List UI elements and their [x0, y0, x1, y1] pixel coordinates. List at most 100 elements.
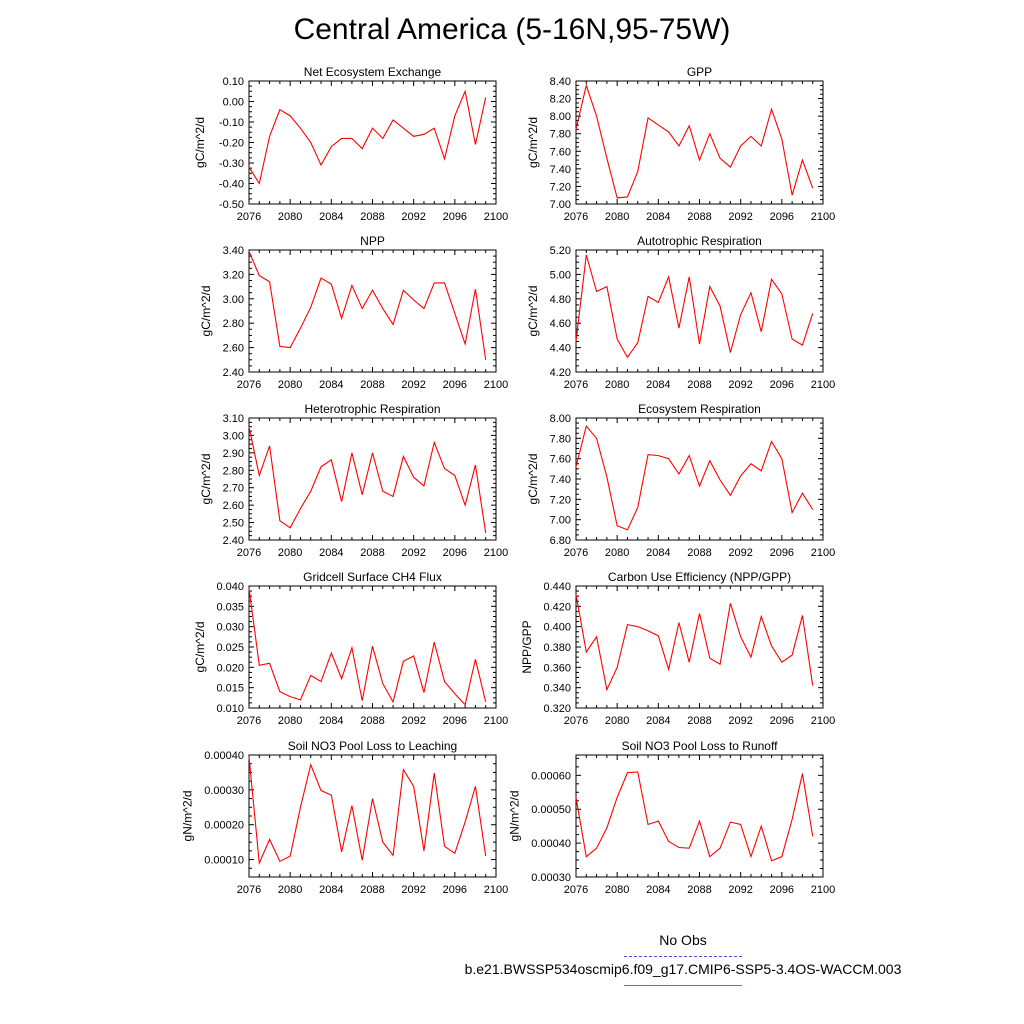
panel-2-xtick-label: 2092 — [728, 211, 752, 223]
panel-8-data-point — [708, 657, 711, 660]
panel-5-data-point — [464, 504, 467, 507]
panel-7-data-point — [474, 658, 477, 661]
legend-obs-line-swatch — [624, 956, 742, 957]
panel-3-data-point — [350, 284, 353, 287]
panel-5-ylabel: gC/m^2/d — [199, 454, 213, 505]
panel-1-data-point — [474, 143, 477, 146]
panel-5-data-point — [474, 464, 477, 467]
panel-10-data-point — [739, 823, 742, 826]
panel-4-xtick-label: 2100 — [811, 379, 835, 391]
panel-3-data-point — [258, 274, 261, 277]
panel-4-data-point — [719, 305, 722, 308]
panel-10-xtick-label: 2096 — [770, 884, 794, 896]
panel-1-data-point — [381, 137, 384, 140]
panel-2-data-point — [729, 166, 732, 169]
panel-3-data-point — [330, 283, 333, 286]
panel-3-data-point — [484, 358, 487, 361]
panel-1-data-point — [320, 164, 323, 167]
panel-1-xtick-label: 2076 — [237, 211, 261, 223]
panel-3-data-point — [453, 312, 456, 315]
panel-5-ytick-label: 2.50 — [223, 518, 244, 530]
panel-7-data-point — [320, 680, 323, 683]
panel-9-xtick-label: 2092 — [401, 884, 425, 896]
panel-4-xtick-label: 2088 — [687, 379, 711, 391]
panel-9-xtick-label: 2100 — [484, 884, 508, 896]
panel-5-data-point — [422, 484, 425, 487]
panel-1-ytick-label: 0.10 — [223, 76, 244, 88]
panel-10-data-point — [575, 796, 578, 799]
panel-3-data-point — [309, 306, 312, 309]
panel-1-data-point — [289, 114, 292, 117]
panel-7-data-point — [278, 690, 281, 693]
panel-3-series-line — [248, 251, 487, 360]
panel-9-ytick-label: 0.00010 — [204, 855, 244, 867]
panel-4-data-point — [811, 312, 814, 315]
panel-5-data-point — [340, 500, 343, 503]
panel-2-data-point — [575, 128, 578, 131]
panel-3-frame — [248, 249, 497, 373]
panel-10-data-point — [698, 820, 701, 823]
panel-10-data-point — [595, 847, 598, 850]
panel-10-ytick-label: 0.00030 — [531, 872, 571, 884]
panel-5-data-point — [392, 495, 395, 498]
panel-10-data-point — [791, 818, 794, 821]
panel-9-data-point — [268, 838, 271, 841]
panel-9-data-point — [402, 768, 405, 771]
panel-6-data-point — [595, 437, 598, 440]
main-title: Central America (5-16N,95-75W) — [293, 13, 731, 46]
panel-6-data-point — [749, 462, 752, 465]
panel-9-data-point — [443, 845, 446, 848]
panel-4-ytick-label: 5.20 — [550, 245, 571, 257]
panel-9-data-point — [412, 785, 415, 788]
panel-7-xtick-label: 2092 — [401, 715, 425, 727]
panel-1-data-point — [464, 90, 467, 93]
panel-3-data-point — [361, 307, 364, 310]
panel-1-xtick-label: 2080 — [278, 211, 302, 223]
panel-7-ytick-label: 0.015 — [216, 683, 244, 695]
panel-8-title: Carbon Use Efficiency (NPP/GPP) — [608, 570, 791, 584]
panel-1-data-point — [361, 147, 364, 150]
panel-2-data-point — [657, 123, 660, 126]
panel-4-ylabel: gC/m^2/d — [526, 286, 540, 337]
panel-5-data-point — [248, 425, 251, 428]
panel-9: Soil NO3 Pool Loss to Leaching 2076 2080 20… — [181, 739, 509, 896]
panel-4-data-point — [749, 291, 752, 294]
panel-9-ytick-label: 0.00020 — [204, 820, 244, 832]
panel-2-data-point — [677, 145, 680, 148]
panel-6-title: Ecosystem Respiration — [638, 402, 761, 416]
panel-2-data-point — [647, 116, 650, 119]
panel-7-ytick-label: 0.010 — [216, 703, 244, 715]
panel-3-data-point — [443, 281, 446, 284]
panel-9-data-point — [278, 860, 281, 863]
panel-2-ytick-label: 7.20 — [550, 181, 571, 193]
panel-3-data-point — [474, 288, 477, 291]
panel-4-data-point — [729, 351, 732, 354]
panel-4-data-point — [780, 292, 783, 295]
panel-2-ytick-label: 7.40 — [550, 164, 571, 176]
panel-3-xtick-label: 2096 — [443, 379, 467, 391]
panel-4-data-point — [605, 285, 608, 288]
panel-2-data-point — [749, 135, 752, 138]
panel-7-ytick-label: 0.030 — [216, 622, 244, 634]
panel-7-data-point — [371, 645, 374, 648]
panel-2-data-point — [626, 195, 629, 198]
panel-5-xtick-label: 2096 — [443, 547, 467, 559]
panel-6-data-point — [575, 465, 578, 468]
panel-2-data-point — [585, 84, 588, 87]
panel-3-data-point — [320, 277, 323, 280]
panel-2-ytick-label: 8.40 — [550, 76, 571, 88]
panel-6-ytick-label: 8.00 — [550, 413, 571, 425]
panel-5-data-point — [453, 474, 456, 477]
panel-8-xtick-label: 2096 — [770, 715, 794, 727]
panel-8-data-point — [749, 656, 752, 659]
panel-5-ytick-label: 2.90 — [223, 448, 244, 460]
panel-4-data-point — [667, 275, 670, 278]
panel-6-data-point — [667, 457, 670, 460]
panel-10-ytick-label: 0.00060 — [531, 770, 571, 782]
panel-9-data-point — [371, 797, 374, 800]
panel-9-data-point — [474, 785, 477, 788]
panel-7-xtick-label: 2088 — [360, 715, 384, 727]
panel-10-data-point — [657, 820, 660, 823]
panel-9-xtick-label: 2076 — [237, 884, 261, 896]
panel-4-xtick-label: 2092 — [728, 379, 752, 391]
